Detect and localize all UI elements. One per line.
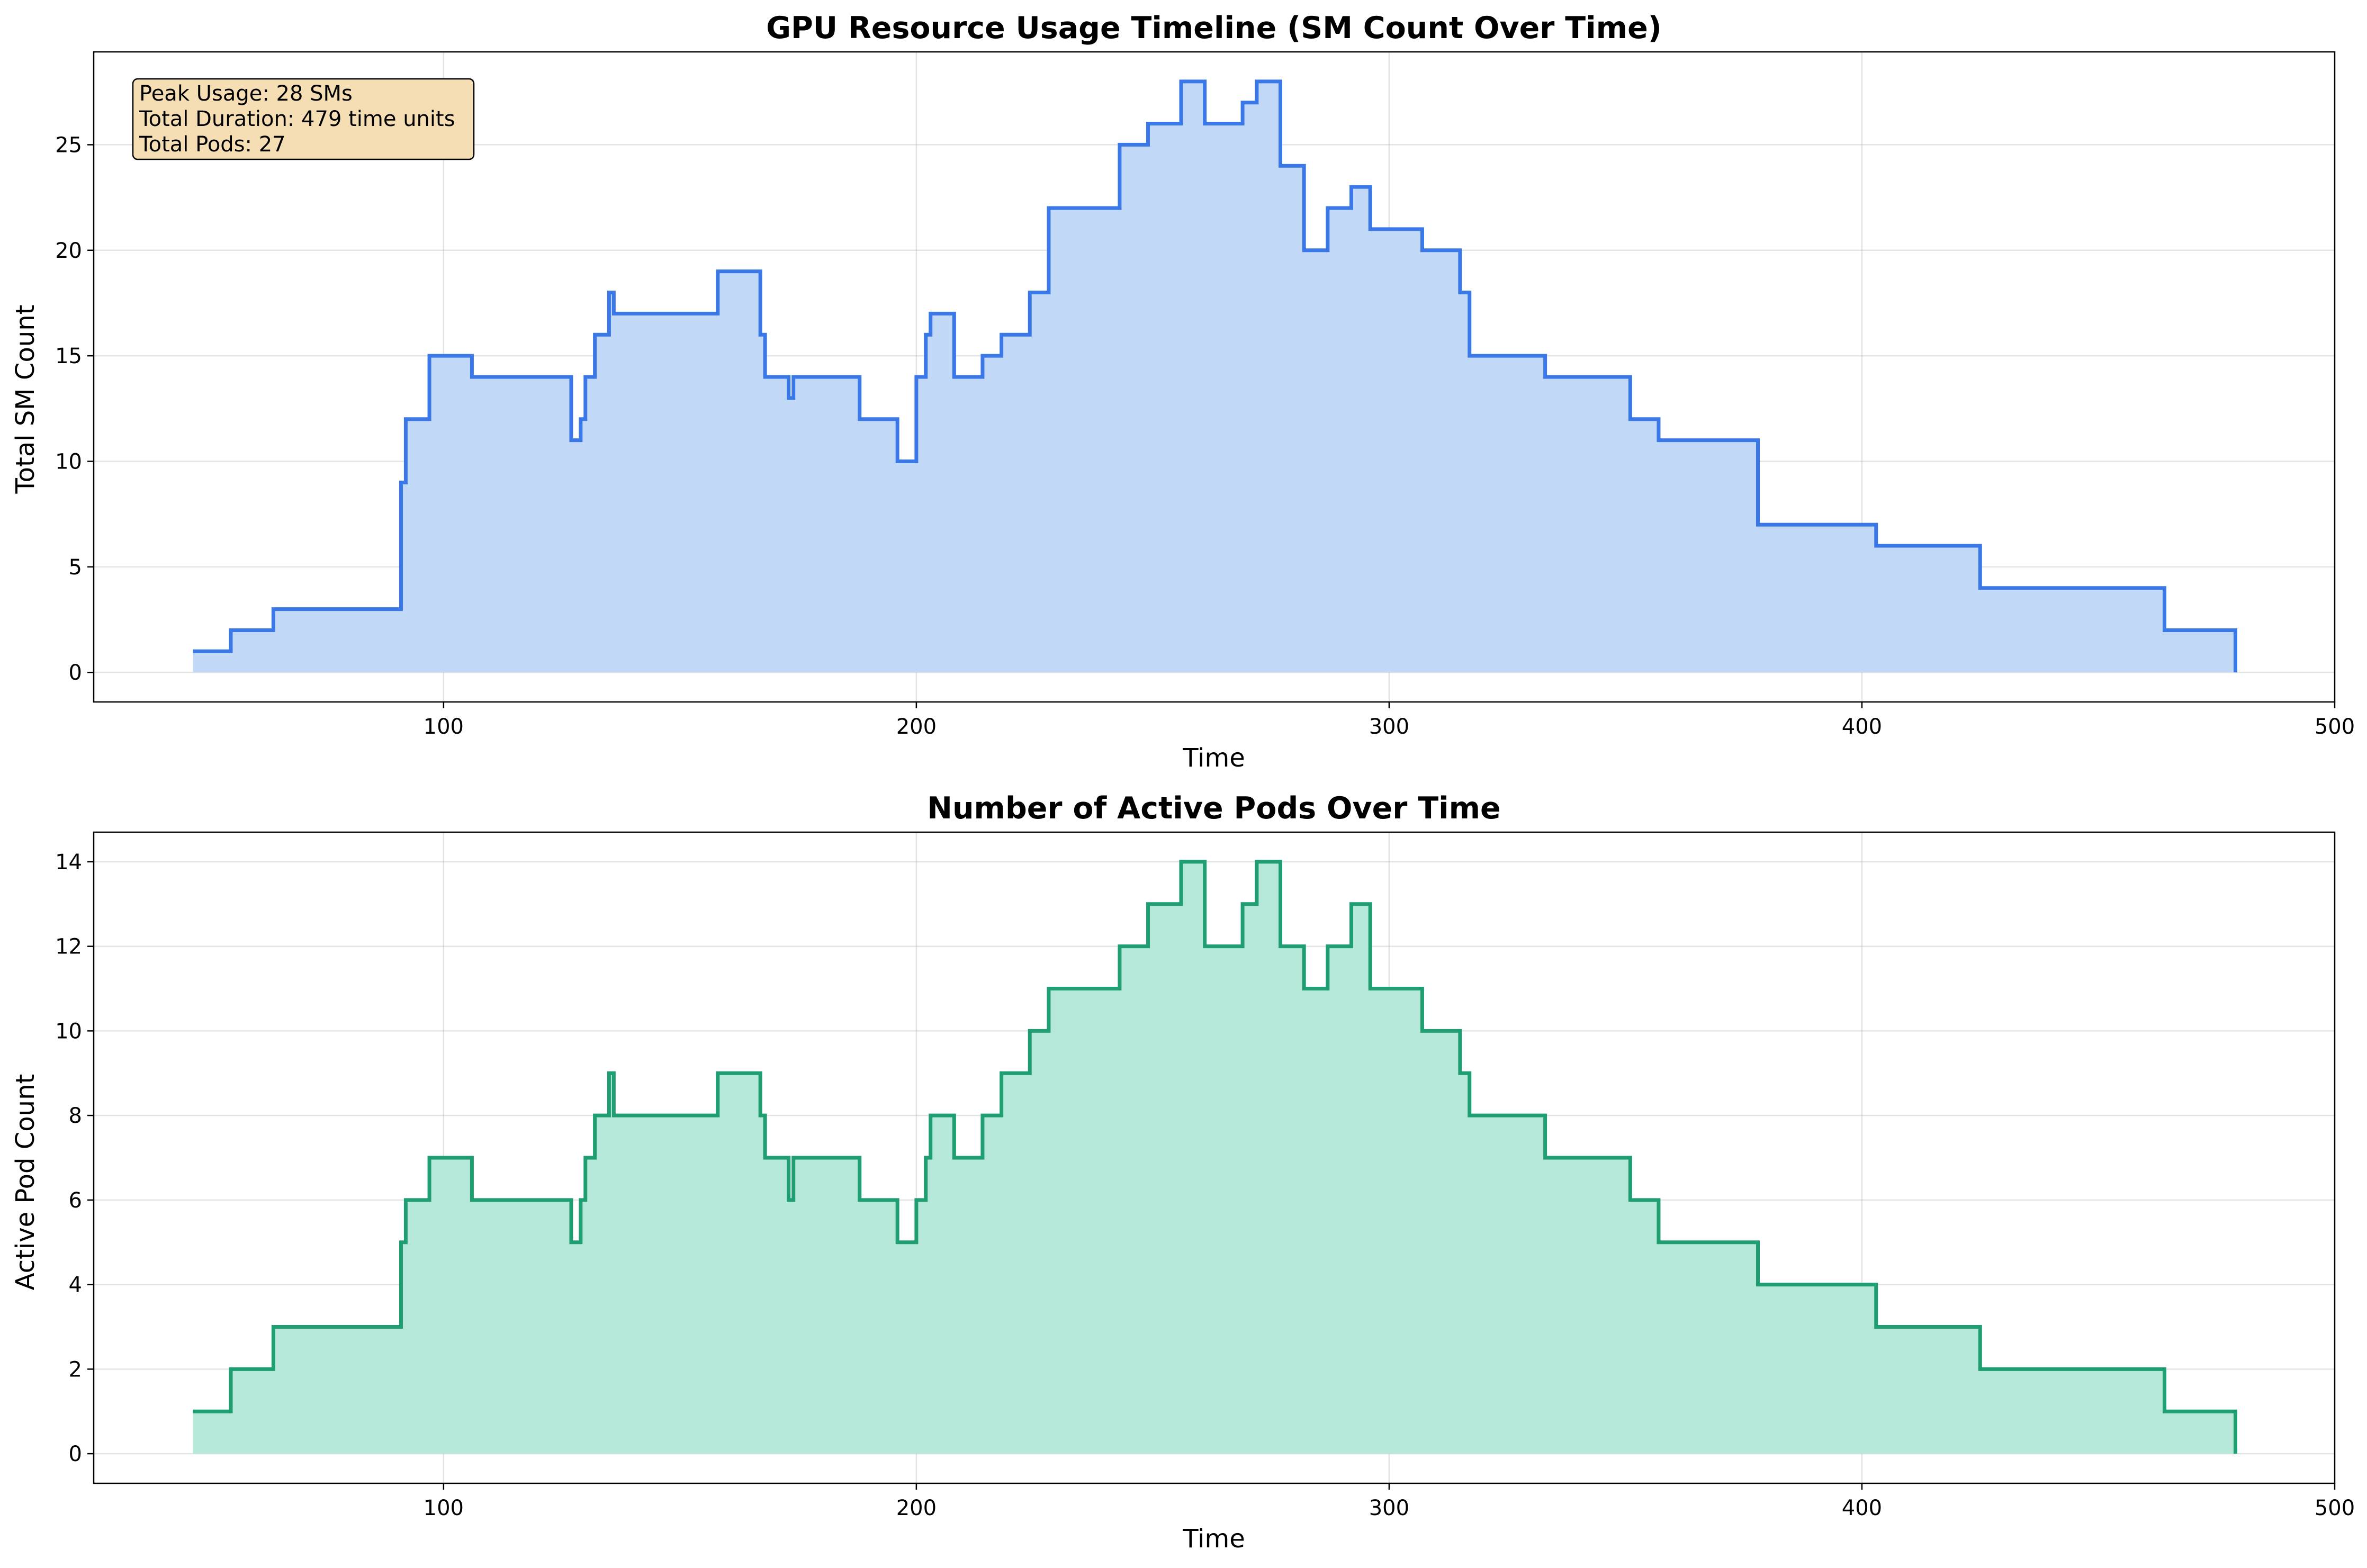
y-tick-label: 10 (55, 449, 82, 474)
annotation-total-duration: Total Duration: 479 time units (139, 107, 455, 131)
y-tick-label: 20 (55, 239, 82, 263)
x-tick-label: 500 (2315, 715, 2355, 739)
x-tick-label: 300 (1369, 715, 1409, 739)
y-tick-label: 8 (69, 1104, 82, 1128)
x-axis-ticks: 100 200 300 400 500 (424, 702, 2355, 739)
x-tick-label: 300 (1369, 1496, 1409, 1520)
y-tick-label: 12 (55, 935, 82, 959)
sm-area-fill (193, 81, 2236, 673)
pods-area-fill (193, 861, 2236, 1454)
sm-usage-chart: GPU Resource Usage Timeline (SM Count Ov… (11, 11, 2355, 773)
x-tick-label: 100 (424, 715, 464, 739)
x-axis-label: Time (1182, 743, 1245, 773)
x-axis-label: Time (1182, 1524, 1245, 1554)
y-tick-label: 6 (69, 1188, 82, 1213)
chart-title: Number of Active Pods Over Time (927, 791, 1500, 826)
x-tick-label: 200 (896, 1496, 937, 1520)
plot-frame (93, 831, 2336, 1484)
y-tick-label: 15 (55, 344, 82, 368)
y-axis-ticks: 0 5 10 15 20 25 (55, 133, 94, 685)
annotation-peak-usage: Peak Usage: 28 SMs (139, 82, 353, 106)
plot-frame (93, 51, 2336, 703)
y-axis-label: Total SM Count (11, 304, 40, 494)
pods-step-line (193, 860, 2237, 1454)
chart-title: GPU Resource Usage Timeline (SM Count Ov… (766, 11, 1662, 46)
y-tick-label: 4 (69, 1273, 82, 1297)
y-axis-ticks: 0 2 4 6 8 10 12 14 (55, 850, 94, 1466)
stats-annotation: Peak Usage: 28 SMs Total Duration: 479 t… (132, 78, 475, 160)
annotation-total-pods: Total Pods: 27 (139, 132, 286, 157)
x-tick-label: 500 (2315, 1496, 2355, 1520)
y-tick-label: 25 (55, 133, 82, 157)
sm-step-line (193, 79, 2237, 673)
x-axis-ticks: 100 200 300 400 500 (424, 1483, 2355, 1520)
x-tick-label: 400 (1842, 1496, 1882, 1520)
y-axis-label: Active Pod Count (11, 1074, 40, 1291)
x-tick-label: 200 (896, 715, 937, 739)
y-tick-label: 2 (69, 1357, 82, 1382)
y-tick-label: 0 (69, 1442, 82, 1466)
y-tick-label: 0 (69, 661, 82, 685)
y-tick-label: 10 (55, 1019, 82, 1043)
y-tick-label: 14 (55, 850, 82, 875)
annotation-box (132, 78, 475, 160)
x-tick-label: 400 (1842, 715, 1882, 739)
active-pods-chart: Number of Active Pods Over Time 100 200 30… (11, 791, 2355, 1554)
y-tick-label: 5 (69, 555, 82, 580)
x-tick-label: 100 (424, 1496, 464, 1520)
